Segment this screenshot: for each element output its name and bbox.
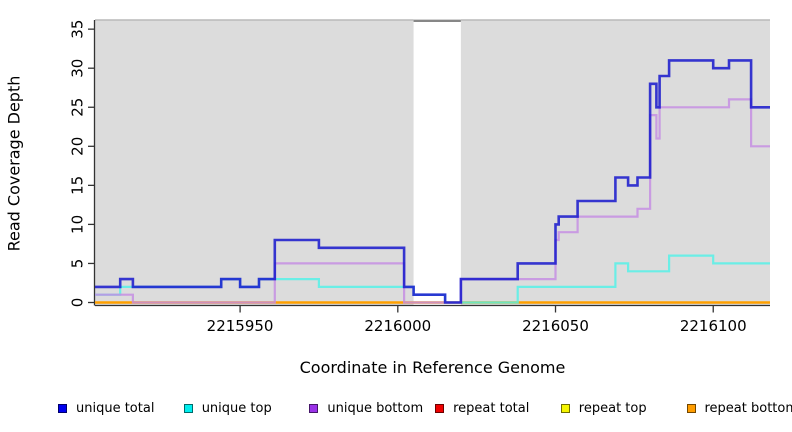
legend: unique total unique top unique bottom repea… xyxy=(0,399,792,423)
legend-swatch-unique-bottom xyxy=(309,403,319,413)
legend-swatch-unique-top xyxy=(183,403,193,413)
legend-label: unique top xyxy=(201,400,272,416)
legend-swatch-repeat-top xyxy=(560,403,570,413)
y-tick-label: 0 xyxy=(69,298,87,308)
series-line-unique-total xyxy=(95,59,770,304)
legend-item-unique-total: unique total xyxy=(58,399,154,417)
masked-region xyxy=(413,19,461,305)
y-tick-label: 25 xyxy=(69,98,87,117)
x-tick-label: 2216050 xyxy=(522,317,589,335)
legend-label: repeat total xyxy=(453,400,530,416)
legend-swatch-repeat-bottom xyxy=(686,403,696,413)
legend-item-repeat-total: repeat total xyxy=(435,399,529,417)
series-line-unique-bottom xyxy=(95,98,770,304)
y-axis-title: Read Coverage Depth xyxy=(4,75,24,252)
x-tick-label: 2216000 xyxy=(364,317,431,335)
x-axis-title: Coordinate in Reference Genome xyxy=(299,358,566,377)
x-tick-label: 2215950 xyxy=(207,317,274,335)
legend-label: unique bottom xyxy=(327,400,424,416)
y-tick-label: 5 xyxy=(69,259,87,269)
legend-swatch-repeat-total xyxy=(435,403,445,413)
legend-item-unique-top: unique top xyxy=(183,399,272,417)
y-tick-label: 15 xyxy=(69,176,87,195)
legend-swatch-unique-total xyxy=(58,403,67,413)
legend-item-repeat-top: repeat top xyxy=(560,399,647,417)
y-tick-label: 20 xyxy=(69,137,87,156)
legend-label: repeat top xyxy=(578,400,647,416)
y-tick-label: 10 xyxy=(69,215,87,234)
x-tick-label: 2216100 xyxy=(680,317,747,335)
legend-label: unique total xyxy=(76,400,155,416)
y-tick-label: 35 xyxy=(69,20,87,39)
legend-label: repeat bottom xyxy=(704,400,792,416)
legend-item-repeat-bottom: repeat bottom xyxy=(686,399,792,417)
y-tick-label: 30 xyxy=(69,59,87,78)
legend-item-unique-bottom: unique bottom xyxy=(309,399,423,417)
